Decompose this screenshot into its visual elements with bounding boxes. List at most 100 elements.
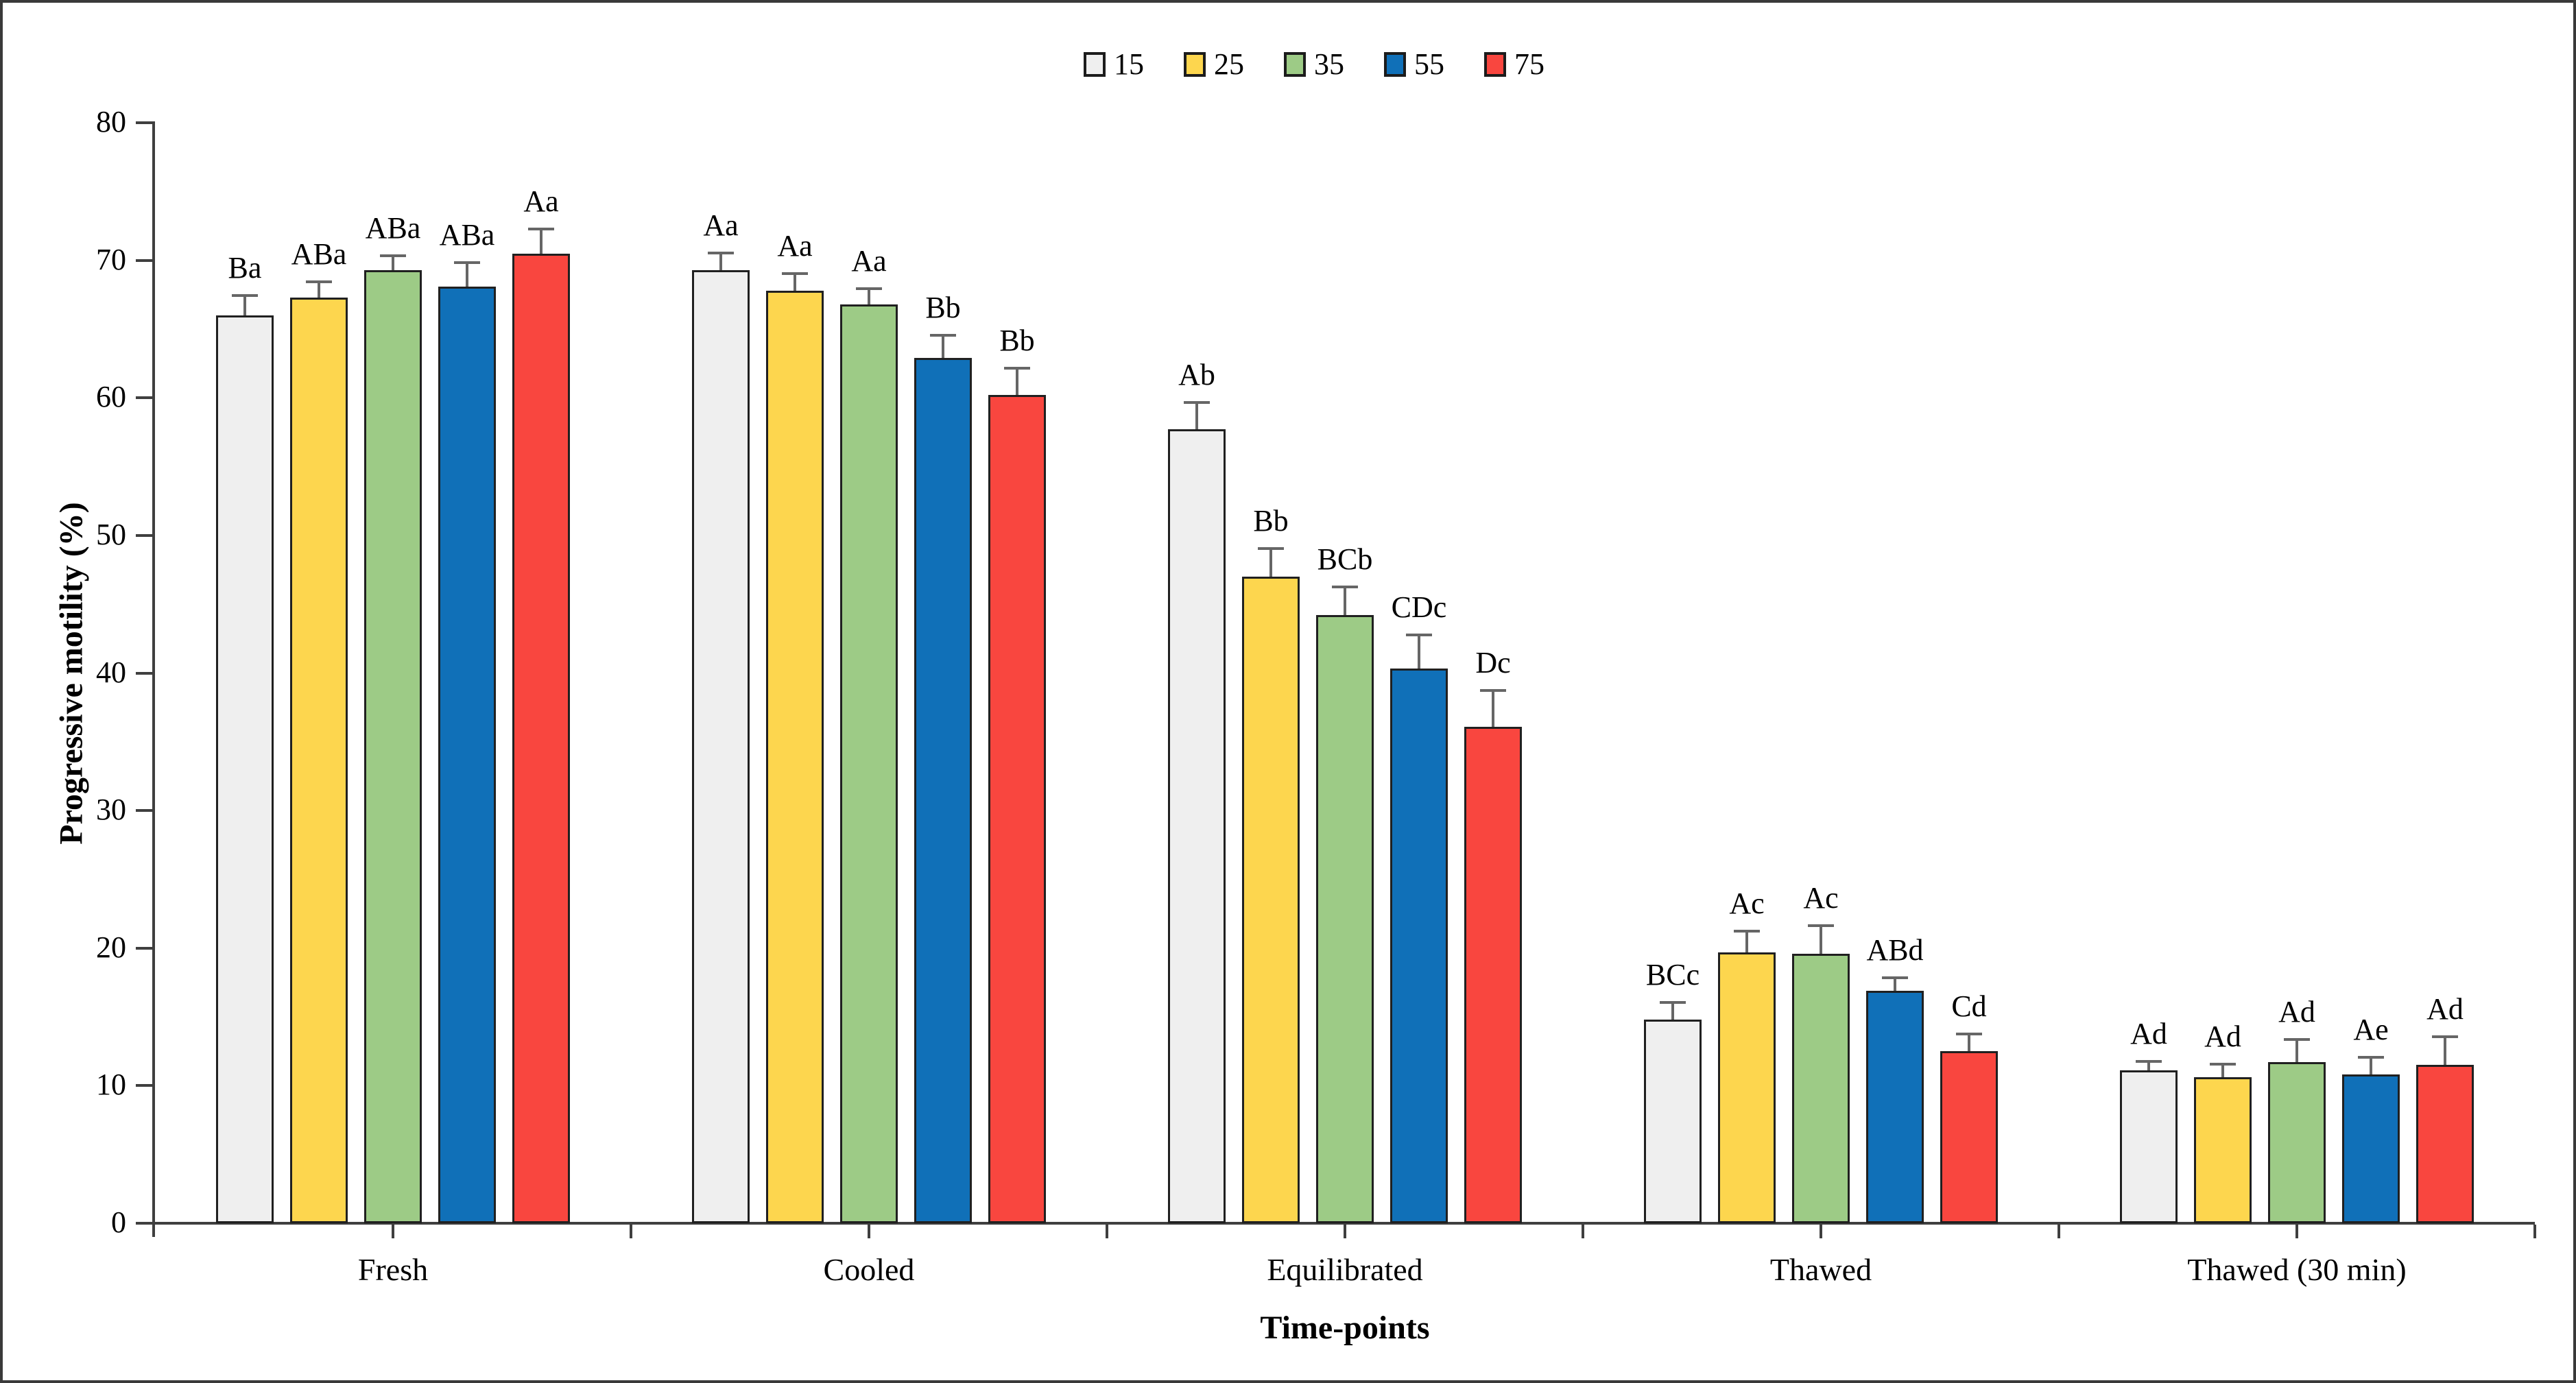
significance-label: Ad <box>2426 992 2464 1026</box>
legend-label: 35 <box>1314 47 1344 81</box>
error-bar-line <box>794 274 796 291</box>
error-bar-line <box>2221 1065 2224 1078</box>
bar <box>216 315 274 1223</box>
error-bar-cap <box>380 254 406 257</box>
y-tick-label: 10 <box>96 1068 126 1102</box>
bar <box>2120 1070 2178 1223</box>
x-tick-mark <box>1820 1225 1822 1238</box>
legend-label: 15 <box>1114 47 1144 81</box>
significance-label: Ba <box>228 250 262 285</box>
error-bar-line <box>1894 978 1896 991</box>
significance-label: BCc <box>1645 958 1700 991</box>
error-bar-line <box>1016 369 1018 396</box>
bar <box>988 395 1046 1223</box>
error-bar-line <box>1418 636 1420 669</box>
y-tick-label: 50 <box>96 517 126 551</box>
legend-item: 15 <box>1084 49 1144 80</box>
bar <box>1644 1020 1702 1223</box>
y-tick-mark <box>136 396 152 400</box>
significance-label: Ad <box>2130 1017 2167 1051</box>
error-bar-cap <box>1406 634 1432 637</box>
bar <box>840 304 898 1223</box>
x-tick-mark <box>1106 1225 1108 1238</box>
bar <box>1168 429 1226 1223</box>
bar <box>1242 577 1300 1223</box>
x-axis-title: Time-points <box>1260 1310 1430 1346</box>
error-bar-line <box>392 256 394 270</box>
bar <box>2416 1065 2474 1223</box>
legend-item: 35 <box>1284 49 1344 80</box>
significance-label: ABa <box>439 217 495 252</box>
y-tick-label: 60 <box>96 380 126 414</box>
error-bar-cap <box>2136 1060 2162 1063</box>
error-bar-line <box>1671 1003 1674 1020</box>
legend-swatch-icon <box>1284 52 1306 77</box>
y-tick-label: 20 <box>96 930 126 964</box>
legend-label: 55 <box>1414 47 1444 81</box>
error-bar-cap <box>1882 976 1908 979</box>
bar <box>1866 990 1924 1223</box>
bar <box>1464 726 1522 1223</box>
significance-label: Ad <box>2204 1020 2241 1054</box>
bar <box>512 253 570 1223</box>
y-tick-label: 30 <box>96 793 126 827</box>
error-bar-cap <box>1956 1033 1982 1036</box>
significance-label: Ae <box>2353 1013 2389 1047</box>
significance-label: Aa <box>703 208 739 242</box>
significance-label: ABa <box>291 237 347 271</box>
significance-label: Bb <box>925 290 961 324</box>
error-bar-cap <box>2284 1038 2310 1042</box>
error-bar-line <box>318 282 320 298</box>
error-bar-cap <box>2210 1063 2236 1066</box>
error-bar-cap <box>1184 401 1210 405</box>
error-bar-cap <box>528 228 554 231</box>
error-bar-cap <box>856 287 882 290</box>
error-bar-line <box>719 253 722 270</box>
significance-label: CDc <box>1391 590 1447 625</box>
significance-label: Ac <box>1729 886 1765 920</box>
bar <box>290 297 348 1223</box>
x-category-label: Thawed (30 min) <box>2187 1252 2407 1287</box>
error-bar-cap <box>930 333 956 337</box>
error-bar-line <box>1745 931 1748 952</box>
error-bar-line <box>2147 1062 2150 1071</box>
error-bar-cap <box>1734 929 1760 933</box>
x-tick-mark <box>630 1225 632 1238</box>
legend-item: 25 <box>1184 49 1244 80</box>
error-bar-cap <box>1660 1001 1686 1004</box>
error-bar-line <box>2295 1040 2298 1063</box>
significance-label: ABd <box>1866 933 1924 967</box>
x-tick-mark <box>2295 1225 2298 1238</box>
bar <box>1390 669 1448 1223</box>
bar <box>766 290 824 1223</box>
error-bar-cap <box>306 280 332 283</box>
y-tick-mark <box>136 671 152 675</box>
error-bar-cap <box>708 251 734 254</box>
y-tick-mark <box>136 1084 152 1087</box>
bar <box>2194 1077 2252 1223</box>
error-bar-cap <box>1332 586 1358 589</box>
y-tick-mark <box>136 946 152 950</box>
bar <box>2268 1062 2326 1223</box>
error-bar-line <box>540 230 542 254</box>
legend: 15 25 35 55 75 <box>1084 49 1545 80</box>
legend-swatch-icon <box>1184 52 1206 77</box>
error-bar-line <box>243 296 246 315</box>
legend-item: 75 <box>1484 49 1545 80</box>
y-tick-label: 40 <box>96 655 126 689</box>
significance-label: Ac <box>1803 880 1839 915</box>
x-category-label: Fresh <box>357 1252 429 1287</box>
error-bar-cap <box>232 293 258 297</box>
significance-label: Ad <box>2278 995 2315 1029</box>
bar <box>364 269 422 1223</box>
y-tick-mark <box>136 258 152 262</box>
y-tick-mark <box>136 1222 152 1225</box>
error-bar-line <box>1344 588 1346 616</box>
significance-label: Dc <box>1475 645 1511 680</box>
error-bar-cap <box>1004 367 1030 370</box>
error-bar-cap <box>1808 924 1834 927</box>
bar <box>914 358 972 1223</box>
error-bar-line <box>942 335 944 359</box>
legend-swatch-icon <box>1084 52 1106 77</box>
y-axis-line <box>152 121 155 1237</box>
